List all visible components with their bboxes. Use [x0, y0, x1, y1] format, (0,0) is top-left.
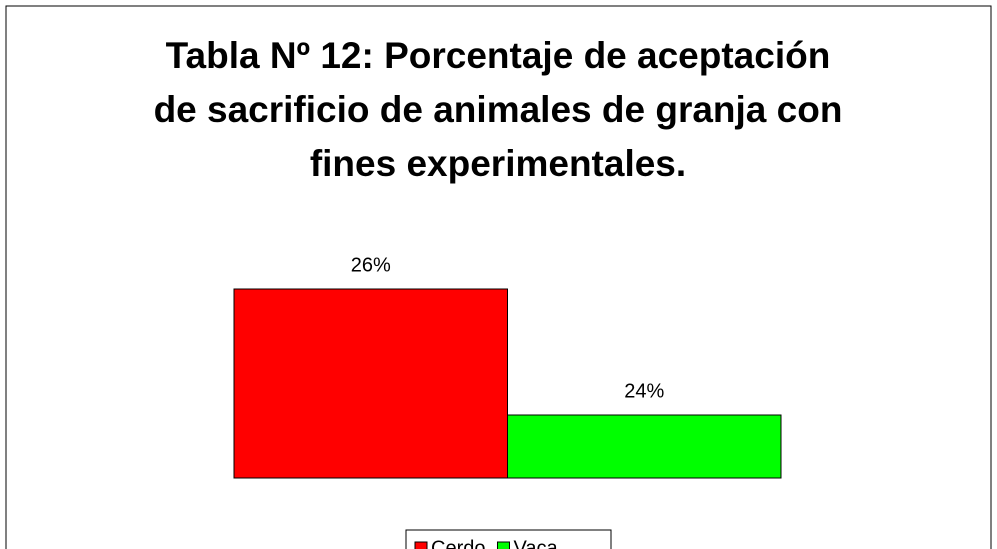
- legend-label: Vaca: [513, 537, 558, 549]
- chart-title: de sacrificio de animales de granja con: [154, 89, 843, 130]
- bar: [507, 414, 782, 479]
- bar: [233, 288, 508, 479]
- legend-label: Cerdo: [431, 537, 485, 549]
- chart-title: fines experimentales.: [310, 143, 686, 184]
- legend-box: [405, 529, 612, 549]
- chart-title: Tabla Nº 12: Porcentaje de aceptación: [166, 35, 831, 76]
- legend-swatch: [414, 541, 428, 549]
- data-label: 26%: [351, 254, 391, 276]
- legend-swatch: [496, 541, 510, 549]
- data-label: 24%: [624, 380, 664, 402]
